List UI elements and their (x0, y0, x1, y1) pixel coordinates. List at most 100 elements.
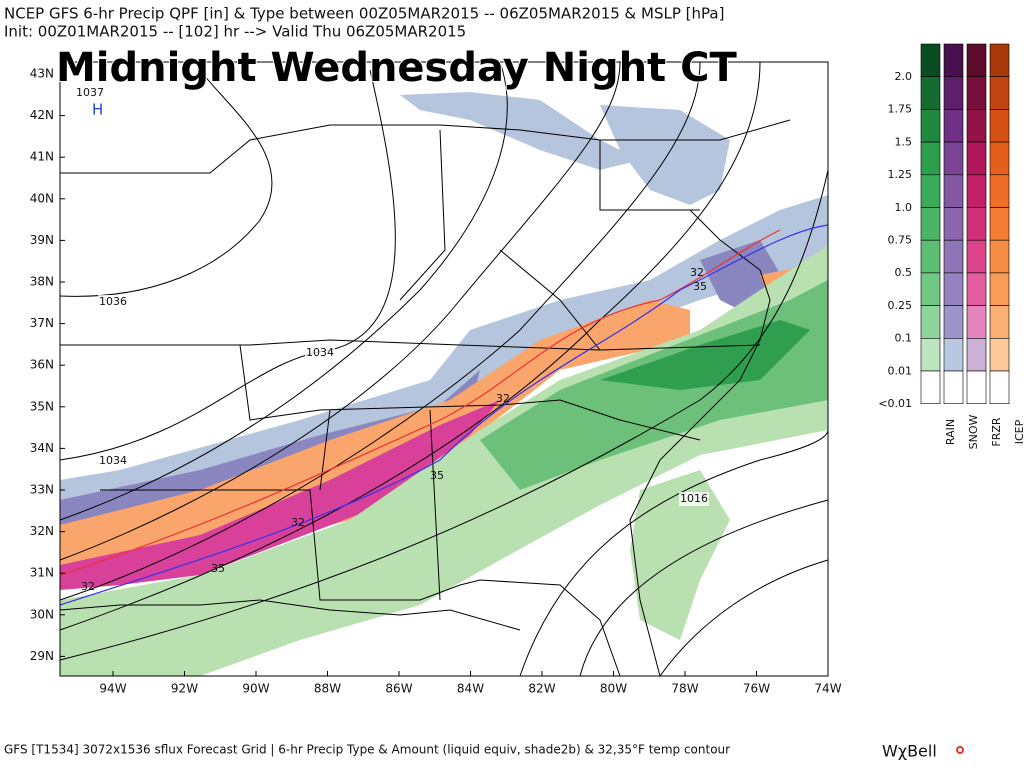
lon-label: 82W (528, 682, 555, 696)
legend-swatch (966, 239, 987, 274)
legend-swatch (989, 337, 1010, 372)
legend-swatch (966, 174, 987, 208)
isobar-label: 1034 (99, 454, 127, 467)
logo: WχBell (882, 742, 937, 761)
legend-swatch (989, 76, 1010, 110)
lon-label: 86W (385, 682, 412, 696)
legend-level: 0.01 (888, 364, 913, 377)
lon-label: 74W (814, 682, 841, 696)
header-line: NCEP GFS 6-hr Precip QPF [in] & Type bet… (4, 5, 724, 23)
lat-label: 42N (30, 108, 54, 122)
temp-label: 32 (291, 516, 305, 529)
label-bg (98, 295, 128, 309)
legend-swatch (943, 76, 964, 110)
temp-label: 35 (430, 469, 444, 482)
legend-level: 1.75 (888, 103, 913, 116)
legend-level: 0.25 (888, 299, 913, 312)
isobar-label: 1034 (306, 346, 334, 359)
isobar-label: 1016 (680, 492, 708, 505)
legend-swatch (920, 272, 941, 306)
legend-swatch (943, 272, 964, 306)
lon-label: 88W (314, 682, 341, 696)
legend-swatch (966, 43, 987, 78)
legend-swatch (966, 141, 987, 176)
legend-swatch (966, 305, 987, 339)
lat-label: 33N (30, 483, 54, 497)
legend-swatch (920, 141, 941, 176)
lat-label: 29N (30, 649, 54, 663)
legend-swatch (989, 109, 1010, 143)
legend-swatch (989, 239, 1010, 274)
lat-label: 39N (30, 233, 54, 247)
legend-swatch (920, 76, 941, 110)
lat-label: 43N (30, 67, 54, 81)
lon-label: 90W (242, 682, 269, 696)
lat-label: 31N (30, 566, 54, 580)
legend-level: 1.5 (895, 135, 913, 148)
temp-label: 32 (81, 580, 95, 593)
overlay-title: Midnight Wednesday Night CT (56, 45, 737, 91)
legend-swatch (943, 174, 964, 208)
legend-level: 2.0 (895, 70, 913, 83)
lat-label: 34N (30, 441, 54, 455)
temp-label: 35 (211, 562, 225, 575)
legend-swatch (920, 43, 941, 78)
isobar-label: 1036 (99, 295, 127, 308)
legend-swatch (920, 239, 941, 274)
lon-label: 78W (671, 682, 698, 696)
lon-label: 92W (171, 682, 198, 696)
legend-swatch (943, 141, 964, 176)
legend-swatch (966, 272, 987, 306)
footer: GFS [T1534] 3072x1536 sflux Forecast Gri… (4, 743, 730, 757)
legend-swatch (943, 239, 964, 274)
legend-type: ICEP (1013, 419, 1024, 444)
legend-swatch (966, 76, 987, 110)
legend-level: 0.75 (888, 234, 913, 247)
legend-swatch (989, 174, 1010, 208)
high-symbol: H (92, 101, 103, 119)
legend-swatch (989, 141, 1010, 176)
legend-swatch (966, 370, 987, 405)
legend-swatch (943, 207, 964, 241)
legend-level: 0.1 (895, 332, 913, 345)
lat-label: 36N (30, 358, 54, 372)
legend-type: FRZR (990, 417, 1003, 447)
legend-swatch (943, 337, 964, 372)
legend-level: 0.5 (895, 266, 913, 279)
high-pressure: 1037 (76, 86, 104, 99)
legend-level: 1.25 (888, 168, 913, 181)
legend-swatch (920, 109, 941, 143)
legend: 2.0 1.75 1.5 1.25 1.0 0.75 0.5 0.25 0.1 0.01 <0.01… (878, 43, 1024, 450)
legend-type: SNOW (967, 415, 980, 450)
label-bg (679, 492, 709, 506)
legend-level: <0.01 (878, 397, 912, 410)
legend-swatch (943, 305, 964, 339)
legend-swatch (989, 272, 1010, 306)
label-bg (305, 346, 335, 360)
map-area (59, 61, 829, 677)
temp-label: 32 (496, 392, 510, 405)
legend-swatch (966, 109, 987, 143)
lat-label: 38N (30, 275, 54, 289)
lon-label: 84W (457, 682, 484, 696)
legend-swatch (966, 337, 987, 372)
lat-label: 41N (30, 150, 54, 164)
temp-label: 32 (690, 266, 704, 279)
legend-swatch (943, 370, 964, 405)
lat-label: 40N (30, 191, 54, 205)
legend-swatch (920, 370, 941, 405)
lat-label: 37N (30, 316, 54, 330)
legend-swatch (989, 207, 1010, 241)
legend-swatch (989, 305, 1010, 339)
label-bg (98, 454, 128, 468)
header-line: Init: 00Z01MAR2015 -- [102] hr --> Valid… (4, 23, 466, 41)
lat-label: 30N (30, 607, 54, 621)
legend-level: 1.0 (895, 201, 913, 214)
legend-swatch (920, 207, 941, 241)
legend-swatch (920, 174, 941, 208)
lon-label: 80W (600, 682, 627, 696)
legend-swatch (989, 43, 1010, 78)
lon-label: 76W (743, 682, 770, 696)
lat-label: 35N (30, 399, 54, 413)
